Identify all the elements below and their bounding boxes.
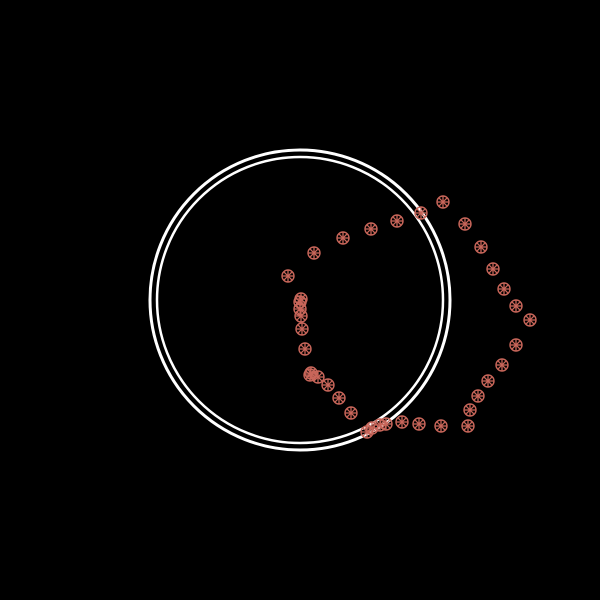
asterisk-flower-icon xyxy=(321,378,335,392)
asterisk-flower-icon xyxy=(336,231,350,245)
asterisk-flower-icon xyxy=(390,214,404,228)
asterisk-flower-icon xyxy=(471,389,485,403)
asterisk-flower-icon xyxy=(436,195,450,209)
asterisk-flower-icon xyxy=(298,342,312,356)
asterisk-flower-icon xyxy=(434,419,448,433)
outer-ring xyxy=(148,148,452,452)
asterisk-flower-icon xyxy=(481,374,495,388)
asterisk-flower-icon xyxy=(509,299,523,313)
asterisk-flower-icon xyxy=(294,292,308,306)
asterisk-flower-icon xyxy=(497,282,511,296)
target-ring-group xyxy=(148,148,452,452)
asterisk-flower-icon xyxy=(364,222,378,236)
asterisk-flower-icon xyxy=(395,415,409,429)
asterisk-flower-icon xyxy=(332,391,346,405)
asterisk-flower-icon xyxy=(458,217,472,231)
asterisk-flower-icon xyxy=(303,368,317,382)
asterisk-flower-icon xyxy=(307,246,321,260)
asterisk-flower-icon xyxy=(509,338,523,352)
asterisk-flower-icon xyxy=(523,313,537,327)
asterisk-flower-icon xyxy=(486,262,500,276)
asterisk-flower-icon xyxy=(461,419,475,433)
asterisk-flower-icon xyxy=(414,206,428,220)
asterisk-flower-icon xyxy=(495,358,509,372)
asterisk-flower-icon xyxy=(344,406,358,420)
inner-ring xyxy=(155,155,445,445)
asterisk-flower-icon xyxy=(281,269,295,283)
asterisk-flower-icon xyxy=(463,403,477,417)
asterisk-flower-icon xyxy=(360,425,374,439)
asterisk-flower-icon xyxy=(295,322,309,336)
asterisk-flower-icon xyxy=(474,240,488,254)
asterisk-flower-icon xyxy=(373,418,387,432)
asterisk-flower-icon xyxy=(412,417,426,431)
